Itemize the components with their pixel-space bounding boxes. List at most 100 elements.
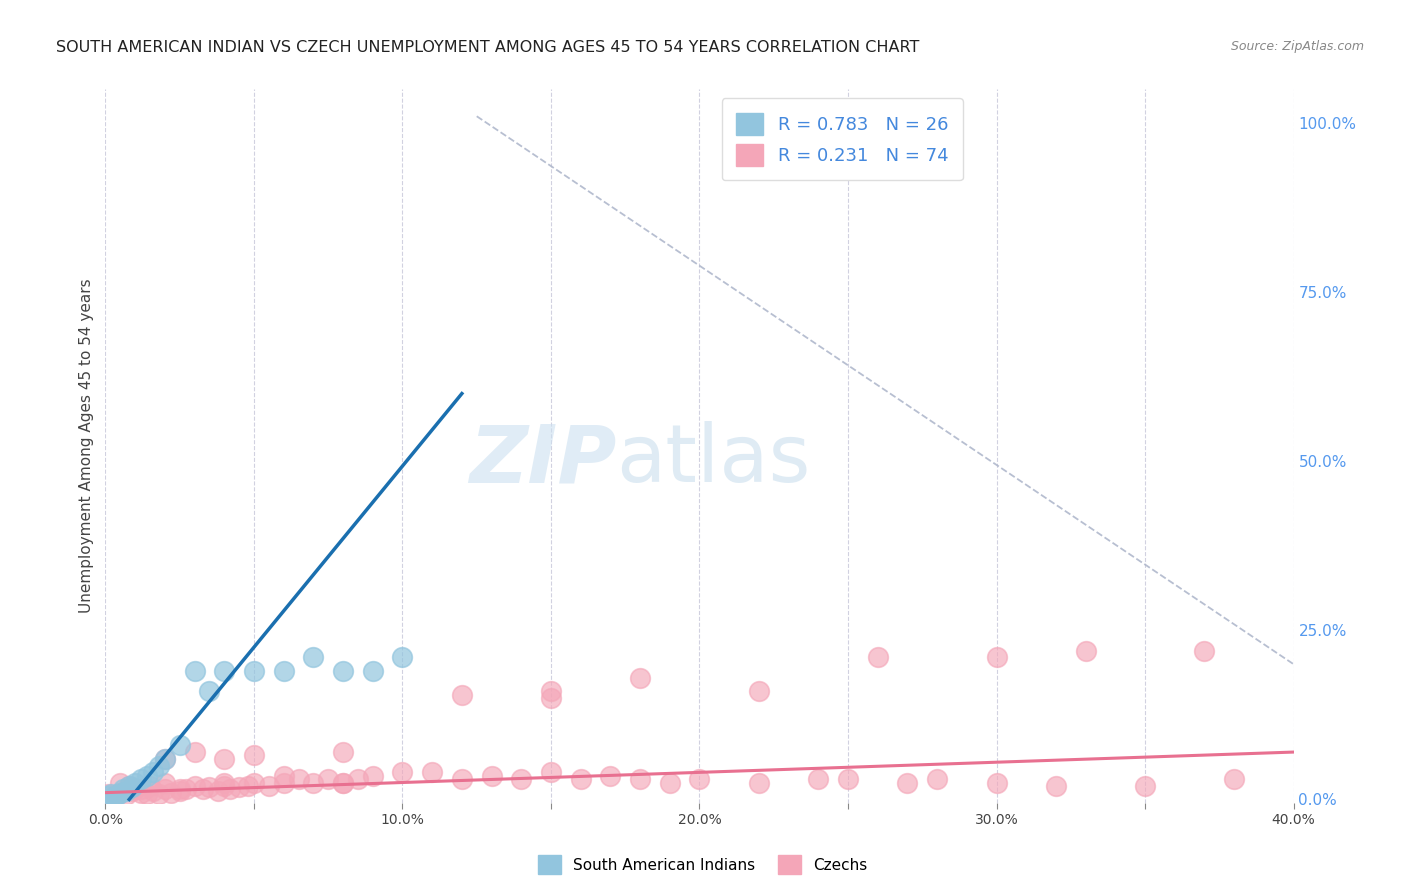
Text: ZIP: ZIP	[470, 421, 616, 500]
Point	[183, 779, 205, 793]
Point	[450, 688, 472, 702]
Point	[136, 787, 159, 801]
Point	[1045, 779, 1067, 793]
Point	[689, 772, 711, 786]
Point	[153, 752, 176, 766]
Point	[115, 789, 138, 803]
Text: Source: ZipAtlas.com: Source: ZipAtlas.com	[1230, 40, 1364, 54]
Point	[540, 765, 562, 780]
Point	[450, 772, 472, 786]
Point	[243, 748, 266, 763]
Point	[420, 765, 443, 780]
Point	[110, 786, 132, 800]
Point	[748, 775, 770, 789]
Point	[124, 775, 146, 789]
Point	[129, 782, 152, 797]
Point	[316, 772, 339, 786]
Point	[139, 779, 162, 793]
Point	[214, 779, 236, 793]
Point	[807, 772, 830, 786]
Point	[332, 775, 354, 789]
Point	[302, 650, 325, 665]
Point	[243, 775, 266, 789]
Point	[540, 684, 562, 698]
Text: atlas: atlas	[616, 421, 811, 500]
Point	[129, 786, 152, 800]
Point	[510, 772, 533, 786]
Point	[391, 765, 413, 780]
Point	[124, 782, 146, 797]
Point	[302, 775, 325, 789]
Point	[153, 782, 176, 797]
Point	[837, 772, 859, 786]
Point	[110, 775, 132, 789]
Point	[896, 775, 918, 789]
Point	[103, 790, 125, 805]
Point	[169, 784, 191, 798]
Point	[866, 650, 889, 665]
Point	[142, 765, 165, 780]
Point	[273, 769, 295, 783]
Point	[927, 116, 949, 130]
Point	[153, 752, 176, 766]
Point	[748, 684, 770, 698]
Point	[599, 769, 621, 783]
Point	[103, 789, 125, 803]
Point	[129, 772, 152, 786]
Point	[183, 745, 205, 759]
Point	[214, 752, 236, 766]
Point	[257, 779, 280, 793]
Legend: R = 0.783   N = 26, R = 0.231   N = 74: R = 0.783 N = 26, R = 0.231 N = 74	[721, 98, 963, 180]
Point	[243, 664, 266, 678]
Point	[97, 787, 120, 801]
Point	[1074, 643, 1097, 657]
Point	[121, 780, 143, 795]
Point	[1133, 779, 1156, 793]
Point	[214, 775, 236, 789]
Point	[148, 787, 170, 801]
Point	[361, 664, 384, 678]
Point	[481, 769, 503, 783]
Point	[118, 779, 141, 793]
Point	[986, 775, 1008, 789]
Point	[391, 650, 413, 665]
Legend: South American Indians, Czechs: South American Indians, Czechs	[531, 849, 875, 880]
Point	[148, 758, 170, 772]
Point	[332, 664, 354, 678]
Point	[112, 782, 135, 797]
Point	[628, 671, 651, 685]
Point	[121, 784, 143, 798]
Point	[1223, 772, 1246, 786]
Point	[169, 739, 191, 753]
Point	[361, 769, 384, 783]
Point	[105, 789, 128, 803]
Point	[97, 789, 120, 803]
Point	[169, 782, 191, 797]
Point	[136, 769, 159, 783]
Point	[569, 772, 592, 786]
Point	[332, 775, 354, 789]
Point	[927, 772, 949, 786]
Point	[100, 787, 122, 801]
Point	[118, 779, 141, 793]
Point	[628, 772, 651, 786]
Point	[540, 690, 562, 705]
Point	[236, 779, 259, 793]
Point	[273, 664, 295, 678]
Point	[273, 775, 295, 789]
Point	[142, 784, 165, 798]
Point	[207, 784, 229, 798]
Point	[193, 782, 215, 797]
Point	[183, 664, 205, 678]
Point	[219, 782, 242, 797]
Point	[198, 780, 221, 795]
Point	[174, 782, 197, 797]
Point	[214, 664, 236, 678]
Point	[332, 745, 354, 759]
Point	[347, 772, 370, 786]
Y-axis label: Unemployment Among Ages 45 to 54 years: Unemployment Among Ages 45 to 54 years	[79, 278, 94, 614]
Point	[115, 784, 138, 798]
Point	[986, 650, 1008, 665]
Text: SOUTH AMERICAN INDIAN VS CZECH UNEMPLOYMENT AMONG AGES 45 TO 54 YEARS CORRELATIO: SOUTH AMERICAN INDIAN VS CZECH UNEMPLOYM…	[56, 40, 920, 55]
Point	[1194, 643, 1216, 657]
